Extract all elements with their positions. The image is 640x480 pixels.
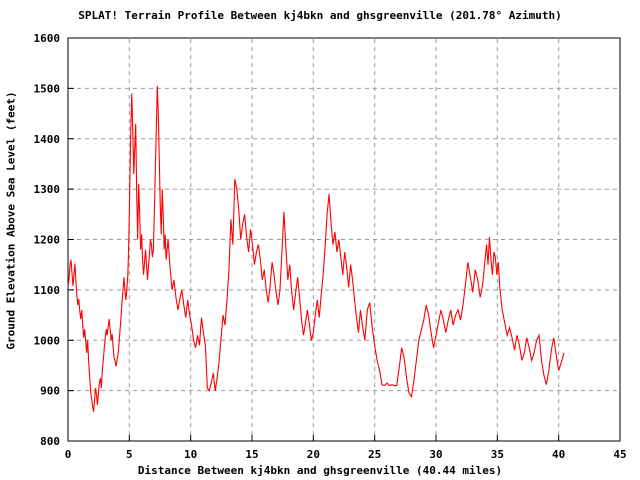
svg-text:0: 0 bbox=[65, 448, 72, 461]
svg-text:35: 35 bbox=[491, 448, 504, 461]
svg-text:5: 5 bbox=[126, 448, 133, 461]
svg-text:1100: 1100 bbox=[34, 284, 61, 297]
svg-text:40: 40 bbox=[552, 448, 565, 461]
svg-text:1000: 1000 bbox=[34, 334, 61, 347]
svg-text:1600: 1600 bbox=[34, 32, 61, 45]
gridlines bbox=[69, 39, 619, 440]
svg-text:1500: 1500 bbox=[34, 82, 61, 95]
svg-text:30: 30 bbox=[429, 448, 442, 461]
svg-text:20: 20 bbox=[307, 448, 320, 461]
svg-text:45: 45 bbox=[613, 448, 626, 461]
svg-text:900: 900 bbox=[40, 385, 60, 398]
svg-text:1300: 1300 bbox=[34, 183, 61, 196]
y-axis-ticks: 800 900 1000 1100 1200 1300 1400 1500 1600 bbox=[34, 32, 74, 448]
x-axis-label: Distance Between kj4bkn and ghsgreenvill… bbox=[137, 464, 503, 477]
svg-text:10: 10 bbox=[184, 448, 197, 461]
svg-text:1400: 1400 bbox=[34, 133, 61, 146]
plot-frame bbox=[67, 37, 621, 442]
svg-text:1200: 1200 bbox=[34, 234, 61, 247]
svg-text:25: 25 bbox=[368, 448, 381, 461]
elevation-series-line bbox=[67, 85, 565, 412]
x-axis-ticks: 0 5 10 15 20 25 30 35 40 45 bbox=[65, 435, 627, 461]
svg-text:15: 15 bbox=[245, 448, 258, 461]
svg-text:800: 800 bbox=[40, 435, 60, 448]
chart-title: SPLAT! Terrain Profile Between kj4bkn an… bbox=[78, 9, 562, 22]
